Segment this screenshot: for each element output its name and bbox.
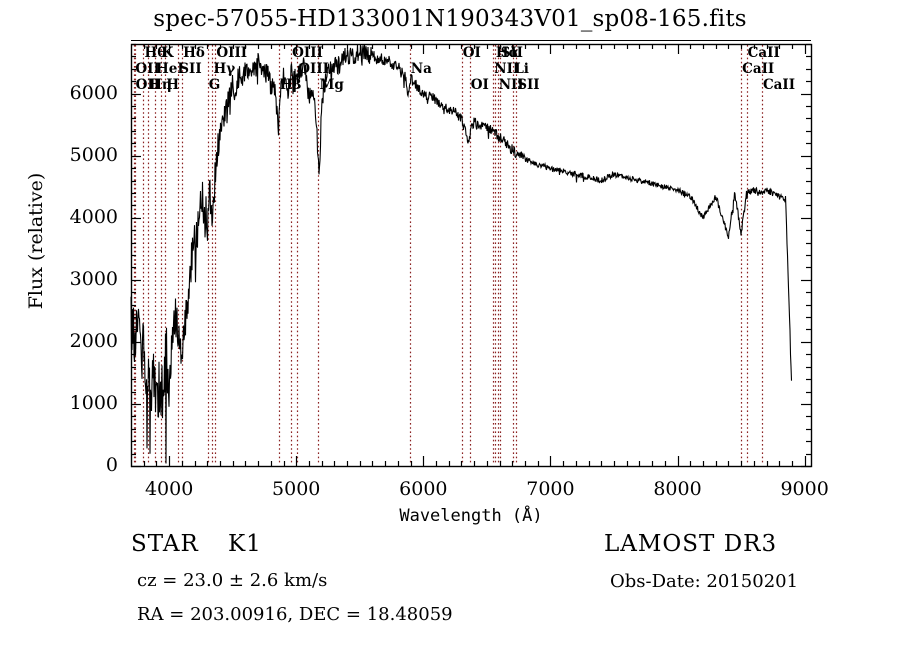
spectral-line-label: NII bbox=[498, 77, 524, 93]
x-tick-label-0: 4000 bbox=[144, 478, 194, 500]
x-tick-label-2: 6000 bbox=[399, 478, 448, 500]
spectral-line-label: HeI bbox=[156, 61, 184, 77]
spectral-line-label: Hθ bbox=[144, 45, 167, 61]
spectral-line-label: Hγ bbox=[213, 61, 236, 77]
spectral-line-label: K bbox=[161, 45, 174, 61]
spectral-line-label: CaII bbox=[762, 77, 796, 93]
y-tick-label-5: 5000 bbox=[69, 143, 118, 166]
spectral-line-label: Mg bbox=[319, 77, 344, 93]
page-title: spec-57055-HD133001N190343V01_sp08-165.f… bbox=[153, 6, 747, 32]
spectral-line-label: Li bbox=[514, 61, 529, 77]
spectral-line-label: Hδ bbox=[183, 45, 205, 61]
footer-spectral-class: K1 bbox=[228, 531, 262, 557]
spectral-line-label: OII bbox=[135, 77, 161, 93]
x-tick-label-3: 7000 bbox=[526, 478, 575, 500]
spectral-line-label: Hα bbox=[495, 45, 520, 61]
spectral-line-label: SII bbox=[500, 45, 523, 61]
footer-survey: LAMOST DR3 bbox=[604, 531, 778, 557]
y-tick-label-3: 3000 bbox=[69, 267, 118, 290]
spectral-line-label: OII bbox=[135, 61, 160, 77]
footer-object-type: STAR bbox=[131, 531, 199, 557]
spectral-line-label: SII bbox=[517, 77, 540, 93]
spectral-line-label: CaII bbox=[747, 45, 780, 61]
footer-coords: RA = 203.00916, DEC = 18.48059 bbox=[137, 604, 453, 625]
spectral-line-label: Hη bbox=[149, 77, 172, 93]
x-axis-label: Wavelength (Å) bbox=[399, 506, 543, 526]
x-tick-label-4: 8000 bbox=[653, 478, 702, 500]
x-tick-label-1: 5000 bbox=[272, 478, 321, 500]
axes-frame bbox=[130, 43, 813, 468]
y-tick-label-2: 2000 bbox=[69, 329, 118, 352]
spectral-line-label: H bbox=[166, 77, 179, 93]
plot-frame bbox=[130, 43, 813, 468]
spectral-line-label: Na bbox=[410, 61, 432, 77]
y-tick-label-4: 4000 bbox=[69, 205, 118, 228]
spectral-line-label: CaII bbox=[742, 61, 775, 77]
spectral-line-label: G bbox=[208, 77, 221, 93]
spectral-line-label: NII bbox=[494, 61, 520, 77]
y-tick-label-1: 1000 bbox=[69, 391, 118, 414]
spectrum-trace bbox=[130, 43, 793, 464]
x-tick-label-5: 9000 bbox=[780, 478, 829, 500]
spectral-line-label: OIII bbox=[292, 45, 323, 61]
y-axis-label: Flux (relative) bbox=[25, 172, 47, 310]
spectral-line-label: OI bbox=[462, 45, 481, 61]
y-tick-label-0: 0 bbox=[105, 454, 118, 476]
spectral-line-label: OIII bbox=[216, 45, 248, 61]
line-marker-group bbox=[133, 45, 764, 465]
footer-obs-date: Obs-Date: 20150201 bbox=[610, 571, 799, 592]
spectral-line-label: SII bbox=[179, 61, 202, 77]
y-tick-label-6: 6000 bbox=[69, 81, 118, 104]
spectral-line-label: OIII bbox=[298, 61, 329, 77]
spectral-line-label: OI bbox=[470, 77, 489, 93]
spectral-line-label: Hβ bbox=[279, 77, 302, 93]
footer-cz: cz = 23.0 ± 2.6 km/s bbox=[137, 570, 328, 591]
title-divider bbox=[131, 40, 811, 41]
